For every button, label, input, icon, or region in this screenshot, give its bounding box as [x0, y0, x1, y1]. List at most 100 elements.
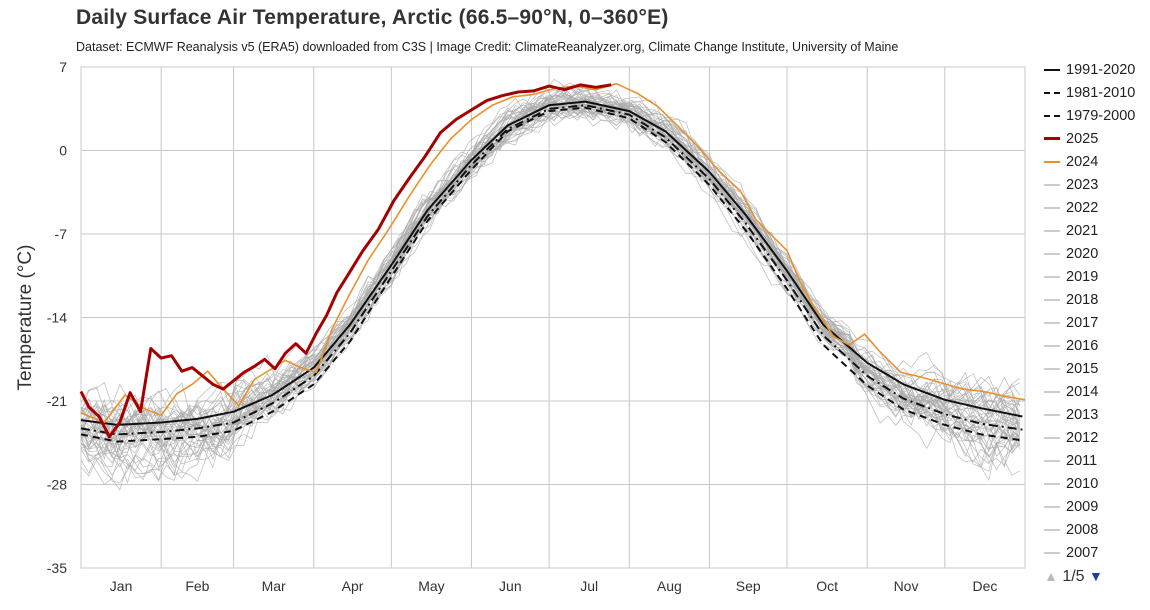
x-tick-label: Sep: [736, 578, 761, 594]
x-tick-label: Oct: [816, 578, 838, 594]
legend-item[interactable]: 2017: [1044, 311, 1148, 334]
past-year-line: [80, 107, 1021, 463]
legend-swatch: [1044, 321, 1060, 324]
triangle-down-icon[interactable]: ▼: [1089, 568, 1103, 584]
legend-swatch: [1044, 114, 1060, 117]
legend-item[interactable]: 2025: [1044, 127, 1148, 150]
legend-label: 2019: [1066, 268, 1099, 285]
legend-item[interactable]: 1979-2000: [1044, 104, 1148, 127]
legend-swatch: [1044, 206, 1060, 209]
legend-label: 2022: [1066, 199, 1099, 216]
legend-swatch: [1044, 183, 1060, 186]
legend-label: 2008: [1066, 521, 1099, 538]
legend-item[interactable]: 1991-2020: [1044, 58, 1148, 81]
x-tick-label: Feb: [185, 578, 209, 594]
legend-label: 1991-2020: [1066, 61, 1136, 78]
y-tick-label: -35: [47, 560, 67, 576]
legend-label: 2017: [1066, 314, 1099, 331]
chart-legend: 1991-2020 1981-2010 1979-2000 2025 2024 2023 2…: [1044, 58, 1148, 564]
legend-label: 2025: [1066, 130, 1099, 147]
chart-title: Daily Surface Air Temperature, Arctic (6…: [76, 6, 669, 29]
past-year-line: [80, 104, 1020, 484]
legend-swatch: [1044, 91, 1060, 94]
legend-item[interactable]: 2022: [1044, 196, 1148, 219]
x-tick-label: Jun: [499, 578, 522, 594]
x-tick-label: Nov: [894, 578, 919, 594]
legend-item[interactable]: 2020: [1044, 242, 1148, 265]
highlight-series-lines: [79, 82, 1026, 443]
legend-item[interactable]: 2019: [1044, 265, 1148, 288]
triangle-up-icon[interactable]: ▲: [1044, 568, 1058, 584]
legend-item[interactable]: 2012: [1044, 426, 1148, 449]
past-year-line: [80, 104, 1021, 452]
y-axis-label: Temperature (°C): [15, 245, 36, 391]
x-tick-label: Apr: [342, 578, 364, 594]
legend-label: 2016: [1066, 337, 1099, 354]
legend-label: 2012: [1066, 429, 1099, 446]
legend-item[interactable]: 2015: [1044, 357, 1148, 380]
x-tick-label: Dec: [972, 578, 997, 594]
series-line-1991-2020: [80, 100, 1023, 426]
legend-swatch: [1044, 436, 1060, 439]
legend-swatch: [1044, 137, 1060, 140]
legend-swatch: [1044, 229, 1060, 232]
legend-item[interactable]: 2024: [1044, 150, 1148, 173]
y-tick-label: -28: [47, 477, 67, 493]
series-line-1981-2010: [80, 104, 1023, 436]
legend-label: 1981-2010: [1066, 84, 1136, 101]
legend-item[interactable]: 2011: [1044, 449, 1148, 472]
legend-swatch: [1044, 482, 1060, 485]
legend-label: 1979-2000: [1066, 107, 1136, 124]
y-tick-label: -21: [47, 393, 67, 409]
legend-item[interactable]: 2021: [1044, 219, 1148, 242]
legend-swatch: [1044, 505, 1060, 508]
legend-item[interactable]: 2023: [1044, 173, 1148, 196]
past-year-line: [80, 97, 1020, 442]
legend-item[interactable]: 2014: [1044, 380, 1148, 403]
past-year-line: [80, 82, 1021, 442]
x-tick-label: Aug: [657, 578, 682, 594]
legend-label: 2018: [1066, 291, 1099, 308]
series-line-1979-2000: [80, 106, 1023, 443]
legend-item[interactable]: 2010: [1044, 472, 1148, 495]
legend-page-indicator: 1/5: [1062, 568, 1085, 585]
legend-swatch: [1044, 413, 1060, 416]
legend-swatch: [1044, 459, 1060, 462]
legend-label: 2020: [1066, 245, 1099, 262]
past-year-line: [80, 94, 1020, 481]
series-line-2024: [80, 82, 1026, 424]
x-tick-label: May: [418, 578, 444, 594]
past-year-line: [80, 109, 1021, 491]
legend-swatch: [1044, 390, 1060, 393]
legend-label: 2009: [1066, 498, 1099, 515]
legend-label: 2010: [1066, 475, 1099, 492]
legend-swatch: [1044, 367, 1060, 370]
chart-grid: [80, 66, 1026, 569]
legend-swatch: [1044, 298, 1060, 301]
past-year-line: [80, 101, 1021, 484]
y-tick-label: -7: [55, 226, 68, 242]
y-tick-label: 0: [59, 143, 67, 159]
legend-item[interactable]: 2007: [1044, 541, 1148, 564]
legend-swatch: [1044, 551, 1060, 554]
legend-item[interactable]: 2008: [1044, 518, 1148, 541]
legend-swatch: [1044, 252, 1060, 255]
legend-item[interactable]: 2016: [1044, 334, 1148, 357]
legend-pager: ▲ 1/5 ▼: [1044, 568, 1103, 586]
legend-item[interactable]: 1981-2010: [1044, 81, 1148, 104]
past-year-line: [80, 89, 1021, 463]
legend-swatch: [1044, 275, 1060, 278]
legend-label: 2013: [1066, 406, 1099, 423]
legend-swatch: [1044, 344, 1060, 347]
legend-label: 2014: [1066, 383, 1099, 400]
legend-item[interactable]: 2013: [1044, 403, 1148, 426]
series-line-2025: [79, 83, 612, 439]
legend-item[interactable]: 2009: [1044, 495, 1148, 518]
chart-axes: 7 0 -7 -14 -21 -28 -35 Jan Feb Mar Apr May Jun Jul Aug…: [15, 59, 997, 594]
y-tick-label: -14: [47, 310, 67, 326]
legend-label: 2011: [1066, 452, 1098, 469]
past-year-line: [80, 104, 1021, 443]
legend-item[interactable]: 2018: [1044, 288, 1148, 311]
x-tick-label: Jul: [580, 578, 598, 594]
